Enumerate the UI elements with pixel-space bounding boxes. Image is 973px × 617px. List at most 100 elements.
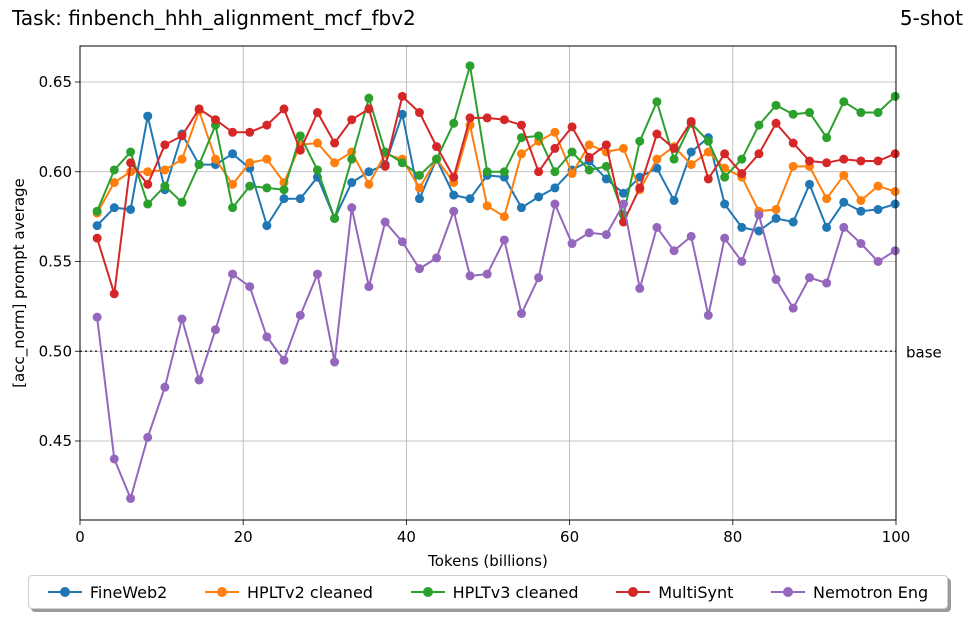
data-point	[312, 165, 322, 175]
legend-marker-icon	[616, 586, 651, 598]
data-point	[601, 161, 611, 171]
data-point	[465, 113, 475, 123]
data-point	[143, 179, 153, 189]
data-point	[669, 154, 679, 164]
data-point	[432, 253, 442, 263]
legend-item-multisynt[interactable]: MultiSynt	[616, 583, 733, 602]
series-line	[96, 65, 896, 222]
data-point	[534, 273, 544, 283]
legend-label: FineWeb2	[89, 582, 168, 602]
legend-item-hpltv2[interactable]: HPLTv2 cleaned	[205, 583, 373, 602]
legend-item-nemotron[interactable]: Nemotron Eng	[771, 583, 928, 602]
data-point	[822, 194, 832, 204]
data-point	[279, 355, 289, 365]
data-point	[720, 199, 730, 209]
data-point	[499, 212, 509, 222]
data-point	[397, 237, 407, 247]
data-point	[347, 178, 357, 188]
legend-marker-icon	[205, 586, 240, 598]
data-point	[618, 188, 628, 198]
legend: FineWeb2 HPLTv2 cleaned HPLTv3 cleaned M…	[28, 575, 948, 609]
data-point	[737, 154, 747, 164]
data-point	[143, 199, 153, 209]
legend-item-hpltv3[interactable]: HPLTv3 cleaned	[410, 583, 579, 602]
data-point	[364, 167, 374, 177]
data-point	[550, 199, 560, 209]
legend-item-fineweb2[interactable]: FineWeb2	[47, 582, 168, 602]
data-point	[652, 129, 662, 139]
data-point	[210, 325, 220, 335]
y-tick-label: 0.65	[39, 73, 72, 91]
data-point	[584, 165, 594, 175]
data-point	[788, 138, 798, 148]
data-point	[839, 97, 849, 107]
data-point	[160, 140, 170, 150]
data-point	[109, 289, 119, 299]
data-point	[873, 156, 883, 166]
data-point	[737, 257, 747, 266]
data-point	[312, 138, 322, 148]
data-point	[516, 309, 526, 319]
data-point	[550, 127, 560, 137]
data-point	[669, 195, 679, 205]
data-point	[449, 172, 459, 182]
data-point	[449, 118, 459, 128]
data-point	[143, 432, 153, 442]
data-point	[652, 163, 662, 173]
data-point	[262, 183, 272, 193]
data-point	[499, 167, 509, 177]
chart-title: Task: finbench_hhh_alignment_mcf_fbv2	[12, 6, 416, 30]
data-point	[414, 170, 424, 180]
data-point	[550, 183, 560, 193]
legend-marker-icon	[410, 586, 445, 598]
data-point	[177, 197, 187, 207]
data-point	[567, 239, 577, 249]
data-point	[295, 310, 305, 320]
data-point	[534, 192, 544, 202]
data-point	[347, 203, 357, 213]
x-tick-label: 60	[560, 528, 579, 546]
data-point	[720, 172, 730, 182]
data-point	[635, 136, 645, 146]
data-point	[312, 269, 322, 279]
data-point	[92, 312, 102, 322]
x-tick-label: 40	[397, 528, 416, 546]
data-point	[177, 131, 187, 141]
data-point	[414, 183, 424, 193]
data-point	[330, 213, 340, 223]
data-point	[635, 183, 645, 193]
data-point	[194, 375, 204, 385]
data-point	[364, 93, 374, 103]
data-point	[703, 310, 713, 320]
data-point	[245, 127, 255, 137]
data-point	[499, 115, 509, 125]
data-point	[890, 186, 900, 196]
data-point	[194, 104, 204, 114]
data-point	[295, 131, 305, 141]
data-point	[567, 122, 577, 132]
data-point	[550, 167, 560, 177]
data-point	[771, 118, 781, 128]
data-point	[380, 161, 390, 171]
data-point	[822, 133, 832, 143]
data-point	[92, 221, 102, 231]
data-point	[567, 147, 577, 157]
data-point	[873, 204, 883, 214]
base-label: base	[906, 343, 942, 361]
data-point	[771, 274, 781, 284]
y-axis-label: [acc_norm] prompt average	[10, 178, 29, 388]
data-point	[347, 154, 357, 164]
x-tick-label: 0	[75, 528, 85, 546]
data-point	[584, 152, 594, 162]
data-point	[516, 203, 526, 213]
data-point	[126, 493, 136, 503]
data-point	[245, 181, 255, 191]
data-point	[686, 116, 696, 126]
data-point	[584, 228, 594, 238]
data-point	[534, 167, 544, 177]
data-point	[262, 120, 272, 130]
data-point	[210, 115, 220, 125]
data-point	[703, 147, 713, 157]
data-point	[839, 154, 849, 164]
data-point	[177, 314, 187, 324]
